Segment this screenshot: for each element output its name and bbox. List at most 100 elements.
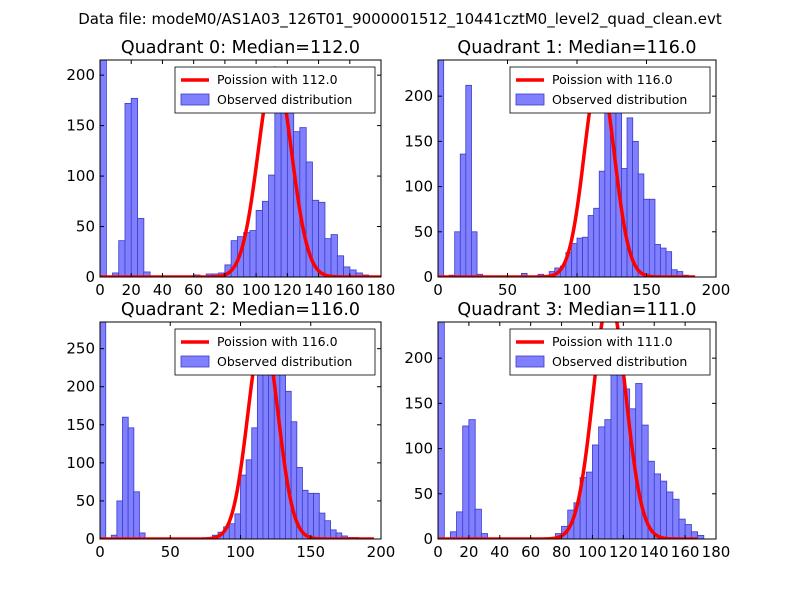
histogram-bar bbox=[468, 419, 476, 539]
y-tick-label: 50 bbox=[414, 223, 433, 241]
y-tick-label: 100 bbox=[404, 440, 433, 458]
histogram-bar bbox=[593, 207, 600, 277]
y-tick-label: 150 bbox=[404, 132, 433, 150]
histogram-bar bbox=[143, 271, 151, 277]
histogram-bar bbox=[480, 533, 488, 539]
x-tick-label: 50 bbox=[161, 543, 180, 561]
legend-poisson-label: Poission with 116.0 bbox=[552, 72, 673, 87]
histogram-bar bbox=[643, 198, 650, 277]
x-tick-label: 140 bbox=[640, 543, 669, 561]
histogram-bar bbox=[116, 500, 124, 539]
axes-frame bbox=[437, 321, 717, 540]
x-tick-label: 120 bbox=[609, 543, 638, 561]
x-tick-label: 50 bbox=[498, 281, 517, 299]
histogram-bar bbox=[251, 427, 258, 539]
histogram-bar bbox=[678, 518, 686, 539]
histogram-bar bbox=[137, 218, 145, 277]
legend-observed-label: Observed distribution bbox=[217, 92, 352, 107]
axes-frame bbox=[99, 59, 382, 278]
histogram-bar bbox=[459, 153, 467, 277]
x-tick-label: 80 bbox=[215, 281, 234, 299]
histogram-bar bbox=[582, 236, 589, 277]
y-tick-label: 200 bbox=[404, 349, 433, 367]
histogram-bar bbox=[585, 471, 594, 539]
x-tick-label: 0 bbox=[433, 543, 443, 561]
subplot-title: Quadrant 3: Median=111.0 bbox=[457, 300, 696, 320]
histogram-bar bbox=[666, 491, 674, 539]
histogram-bar bbox=[318, 512, 326, 539]
legend-poisson-label: Poission with 116.0 bbox=[217, 334, 338, 349]
histogram-bar bbox=[438, 322, 445, 539]
histogram-bar bbox=[474, 508, 482, 539]
subplot-quadrant-0: Quadrant 0: Median=112.00 20 40 60 80 100 120 1… bbox=[66, 38, 395, 299]
y-tick-label: 100 bbox=[66, 454, 95, 472]
x-tick-label: 100 bbox=[226, 543, 255, 561]
y-tick-label: 150 bbox=[404, 394, 433, 412]
histogram-bar bbox=[604, 419, 612, 539]
histogram-bar bbox=[100, 322, 107, 539]
histogram-bar bbox=[684, 524, 692, 539]
x-tick-label: 150 bbox=[632, 281, 661, 299]
y-tick-label: 100 bbox=[404, 178, 433, 196]
histogram-bar bbox=[100, 60, 107, 277]
histogram-bar bbox=[324, 520, 331, 539]
histogram-bar bbox=[610, 357, 618, 539]
histogram-bar bbox=[274, 94, 282, 277]
poisson-curve bbox=[438, 322, 699, 539]
x-tick-label: 200 bbox=[702, 281, 731, 299]
histogram-bar bbox=[571, 243, 578, 277]
histogram-bar bbox=[249, 230, 257, 277]
x-tick-label: 200 bbox=[367, 543, 396, 561]
legend: Poission with 111.0 Observed distribution bbox=[509, 328, 711, 376]
subplot-title: Quadrant 0: Median=112.0 bbox=[121, 38, 360, 58]
x-tick-label: 120 bbox=[273, 281, 302, 299]
y-tick-label: 0 bbox=[85, 530, 95, 548]
histogram-bar bbox=[454, 231, 461, 277]
histogram-bar bbox=[122, 416, 129, 539]
histogram-bar bbox=[318, 201, 326, 277]
legend-bar-swatch bbox=[180, 355, 210, 368]
y-tick-label: 200 bbox=[66, 66, 95, 84]
plot-area bbox=[438, 60, 697, 277]
histogram-bar bbox=[632, 140, 639, 277]
legend: Poission with 112.0 Observed distribution bbox=[174, 66, 376, 114]
y-tick-label: 50 bbox=[76, 492, 95, 510]
histogram-bar bbox=[124, 103, 132, 277]
x-tick-label: 20 bbox=[459, 543, 478, 561]
subplot-grid: Quadrant 0: Median=112.00 20 40 60 80 100 120 1… bbox=[66, 38, 730, 561]
histogram-bar bbox=[438, 60, 445, 277]
histogram-bar bbox=[697, 534, 705, 539]
x-tick-label: 100 bbox=[563, 281, 592, 299]
histogram-bar bbox=[336, 255, 345, 277]
x-tick-label: 160 bbox=[671, 543, 700, 561]
histogram-bar bbox=[587, 215, 595, 277]
histogram-bar bbox=[255, 209, 263, 277]
histogram-bar bbox=[245, 459, 253, 539]
histogram-bar bbox=[465, 84, 472, 277]
histogram-bar bbox=[635, 383, 643, 539]
histogram-bar bbox=[648, 198, 656, 277]
x-tick-label: 80 bbox=[552, 543, 571, 561]
legend-observed-label: Observed distribution bbox=[552, 92, 687, 107]
x-tick-label: 180 bbox=[702, 543, 731, 561]
x-tick-label: 0 bbox=[433, 281, 443, 299]
histogram-bar bbox=[127, 427, 135, 539]
histogram-bar bbox=[268, 174, 276, 277]
legend: Poission with 116.0 Observed distribution bbox=[509, 66, 711, 114]
histogram-bar bbox=[637, 173, 645, 277]
histogram-bar bbox=[228, 523, 236, 539]
histogram-bar bbox=[324, 238, 332, 277]
y-tick-label: 0 bbox=[423, 530, 433, 548]
histogram-bar bbox=[256, 355, 264, 539]
histogram-bar bbox=[299, 127, 307, 277]
figure-suptitle: Data file: modeM0/AS1A03_126T01_90000015… bbox=[78, 10, 722, 29]
histogram-bar bbox=[598, 170, 606, 277]
x-tick-label: 100 bbox=[578, 543, 607, 561]
y-tick-label: 50 bbox=[76, 218, 95, 236]
subplot-quadrant-3: Quadrant 3: Median=111.00 20 40 60 80 100 120 1… bbox=[404, 300, 731, 561]
subplot-title: Quadrant 2: Median=116.0 bbox=[121, 300, 360, 320]
y-tick-label: 50 bbox=[414, 485, 433, 503]
y-tick-label: 0 bbox=[85, 268, 95, 286]
x-tick-label: 60 bbox=[521, 543, 540, 561]
histogram-bar bbox=[660, 480, 668, 539]
